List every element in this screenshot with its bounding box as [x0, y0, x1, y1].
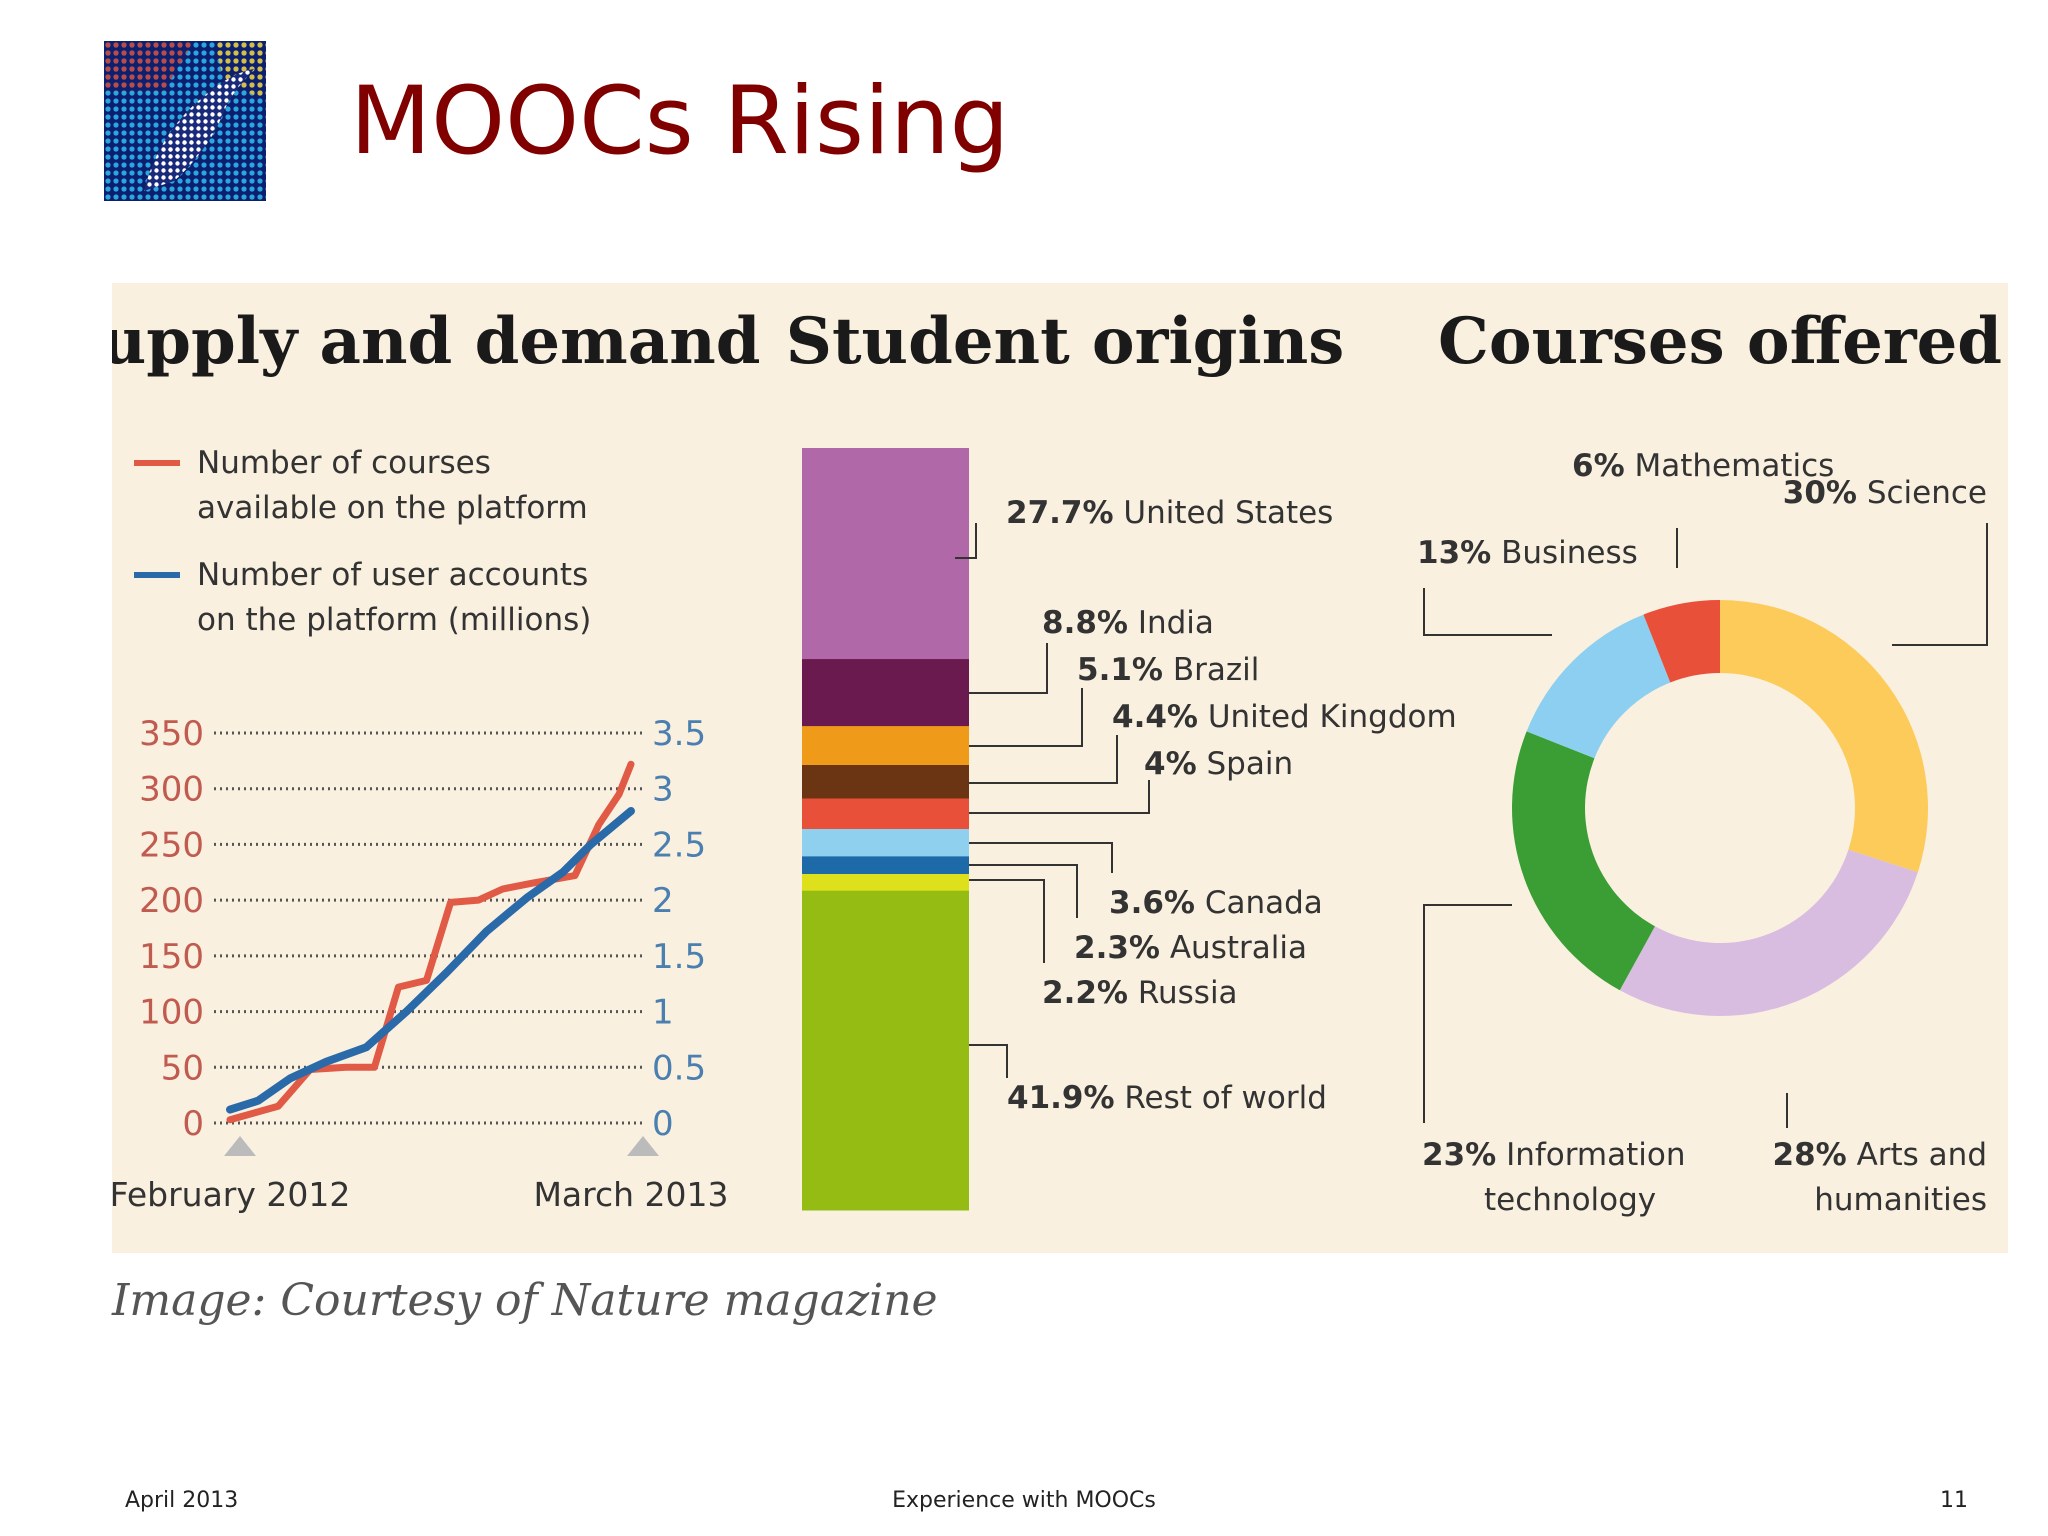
right-axis-tick: 2: [652, 881, 674, 921]
legend-users-line1: Number of user accounts: [197, 557, 588, 593]
origin-label-australia: 2.3% Australia: [1074, 930, 1307, 966]
bar-segment-spain: [802, 798, 969, 830]
x-start-marker: [224, 1136, 256, 1156]
footer-page-number: 11: [1940, 1488, 1968, 1513]
left-axis-tick: 200: [139, 881, 204, 921]
right-axis-tick: 1.5: [652, 937, 706, 977]
bar-segment-united-states: [802, 448, 969, 660]
right-axis-tick: 3: [652, 770, 674, 810]
leader-spain: [969, 780, 1150, 814]
origin-label-canada: 3.6% Canada: [1109, 885, 1323, 921]
course-label-information-technology: 23% Information: [1422, 1137, 1686, 1173]
origin-label-rest-of-world: 41.9% Rest of world: [1007, 1080, 1327, 1116]
bar-segment-canada: [802, 829, 969, 857]
leader-information-technology: [1423, 904, 1512, 1123]
left-axis-tick: 250: [139, 825, 204, 865]
courses-offered-title: Courses offered: [1438, 304, 2002, 379]
student-origins-title: Student origins: [786, 304, 1345, 379]
origin-label-united-kingdom: 4.4% United Kingdom: [1112, 699, 1457, 735]
course-label-mathematics: 6% Mathematics: [1572, 448, 1834, 484]
infographic-figure: Supply and demand Number of courses avai…: [112, 283, 2008, 1253]
origin-label-india: 8.8% India: [1042, 605, 1214, 641]
course-label-arts-humanities-line2: humanities: [1814, 1182, 1987, 1218]
donut-slice-information-technology: [1512, 731, 1655, 991]
legend-courses-line1: Number of courses: [197, 445, 491, 481]
bar-segment-india: [802, 659, 969, 727]
leader-brazil: [969, 688, 1083, 747]
origin-label-spain: 4% Spain: [1144, 746, 1293, 782]
leader-india: [969, 643, 1048, 694]
supply-demand-title: Supply and demand: [112, 304, 761, 379]
left-axis-tick: 300: [139, 770, 204, 810]
footer-date: April 2013: [125, 1488, 239, 1513]
course-label-science: 30% Science: [1783, 475, 1987, 511]
series-users-line: [226, 807, 635, 1114]
right-axis-tick: 2.5: [652, 825, 706, 865]
bar-segment-russia: [802, 874, 969, 892]
legend-users-line2: on the platform (millions): [197, 602, 591, 638]
x-end-marker: [627, 1136, 659, 1156]
right-axis-tick: 3.5: [652, 714, 706, 754]
leader-united-states: [955, 523, 977, 559]
donut-slice-science: [1720, 600, 1928, 873]
leader-business: [1423, 588, 1552, 636]
origin-label-united-states: 27.7% United States: [1006, 495, 1333, 531]
course-label-business: 13% Business: [1417, 535, 1638, 571]
bar-segment-australia: [802, 856, 969, 875]
leader-russia: [969, 879, 1045, 963]
slide-title: MOOCs Rising: [350, 67, 1010, 176]
left-axis-tick: 350: [139, 714, 204, 754]
leader-australia: [969, 864, 1078, 918]
origin-label-brazil: 5.1% Brazil: [1077, 652, 1259, 688]
x-label-end: March 2013: [533, 1175, 728, 1214]
origin-label-russia: 2.2% Russia: [1042, 975, 1238, 1011]
right-axis-tick: 0: [652, 1104, 674, 1144]
right-axis-tick: 0.5: [652, 1048, 706, 1088]
course-label-arts-humanities: 28% Arts and: [1773, 1137, 1988, 1173]
course-label-information-technology-line2: technology: [1484, 1182, 1656, 1218]
leader-united-kingdom: [969, 735, 1118, 784]
right-axis-tick: 1: [652, 993, 674, 1033]
student-origins-bar: [802, 448, 969, 1211]
left-axis-tick: 150: [139, 937, 204, 977]
left-axis-tick: 0: [182, 1104, 204, 1144]
image-credit: Image: Courtesy of Nature magazine: [112, 1275, 938, 1326]
donut-slice-mathematics: [1643, 600, 1720, 683]
bar-segment-rest-of-world: [802, 890, 969, 1211]
bar-segment-united-kingdom: [802, 765, 969, 799]
left-axis-tick: 50: [161, 1048, 204, 1088]
infographic-svg: Supply and demand Number of courses avai…: [112, 304, 2002, 1218]
legend-courses-line2: available on the platform: [197, 490, 588, 526]
donut-slice-arts-and-humanities: [1619, 849, 1918, 1016]
footer-title: Experience with MOOCs: [892, 1488, 1156, 1513]
leader-science: [1892, 523, 1988, 646]
courses-donut: [1512, 600, 1928, 1016]
x-label-start: February 2012: [112, 1175, 350, 1214]
leader-canada: [969, 842, 1113, 873]
dotted-dolphin-artwork-icon: [104, 41, 266, 201]
line-chart-grid: [214, 731, 642, 1125]
left-axis-tick: 100: [139, 993, 204, 1033]
bar-segment-brazil: [802, 726, 969, 766]
leader-rest-of-world: [969, 1044, 1008, 1078]
donut-slice-business: [1526, 614, 1671, 759]
